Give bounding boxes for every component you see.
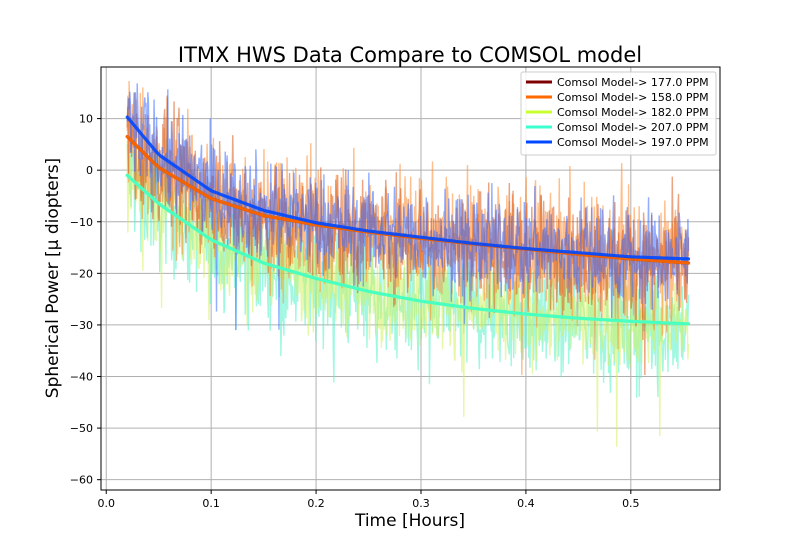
x-axis-ticks: 0.0 0.1 0.2 0.3 0.4 0.5 — [97, 490, 640, 510]
y-tick-label: −30 — [70, 319, 93, 332]
legend-entry: Comsol Model-> 158.0 PPM — [557, 91, 709, 104]
x-tick-label: 0.4 — [517, 497, 535, 510]
chart-title: ITMX HWS Data Compare to COMSOL model — [178, 43, 642, 67]
data-trace-series-4 — [126, 83, 690, 331]
y-axis-ticks: 10 0 −10 −20 −30 −40 −50 −60 — [70, 113, 101, 487]
y-tick-label: −40 — [70, 371, 93, 384]
plot-frame — [100, 66, 721, 491]
x-tick-label: 0.2 — [307, 497, 325, 510]
x-tick-label: 0.0 — [97, 497, 115, 510]
y-tick-label: 0 — [86, 164, 93, 177]
legend-entry: Comsol Model-> 177.0 PPM — [557, 76, 709, 89]
x-tick-label: 0.3 — [412, 497, 430, 510]
legend-entry: Comsol Model-> 197.0 PPM — [557, 136, 709, 149]
y-tick-label: −60 — [70, 474, 93, 487]
legend-box — [520, 71, 717, 156]
model-line-series-4 — [125, 115, 691, 261]
x-axis-label: Time [Hours] — [354, 511, 465, 531]
legend-entry: Comsol Model-> 182.0 PPM — [557, 106, 709, 119]
legend-entry: Comsol Model-> 207.0 PPM — [557, 121, 709, 134]
x-tick-label: 0.1 — [202, 497, 220, 510]
y-tick-label: −10 — [70, 216, 93, 229]
legend: Comsol Model-> 177.0 PPM Comsol Model-> 1… — [520, 71, 717, 156]
model-curves — [125, 115, 691, 326]
y-axis-label: Spherical Power [μ diopters] — [43, 158, 63, 398]
y-tick-label: 10 — [79, 113, 93, 126]
y-tick-label: −50 — [70, 422, 93, 435]
y-tick-label: −20 — [70, 267, 93, 280]
data-traces — [126, 81, 690, 447]
model-line-series-3 — [125, 173, 691, 326]
x-tick-label: 0.5 — [622, 497, 640, 510]
